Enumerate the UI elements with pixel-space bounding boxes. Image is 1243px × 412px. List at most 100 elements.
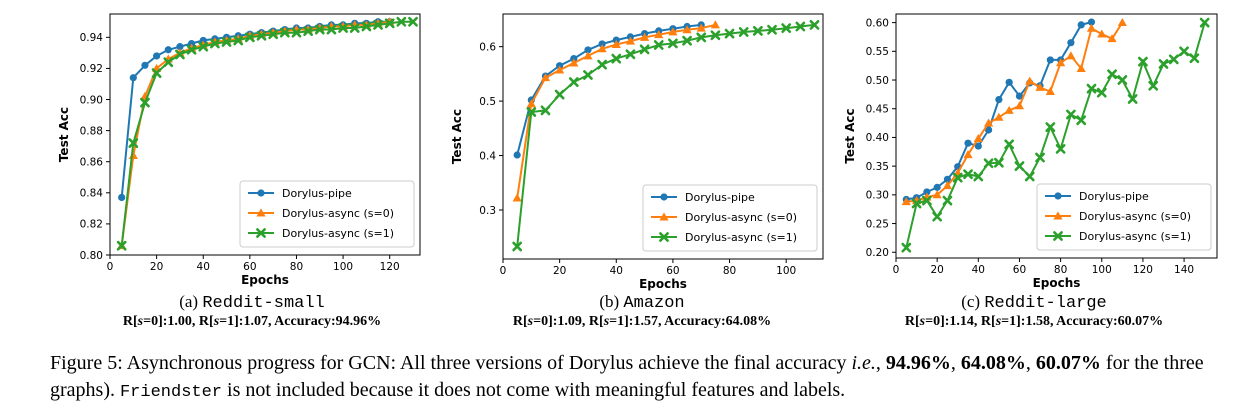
legend-label: Dorylus-async (s=0) [685, 211, 797, 224]
x-marker-stroke [597, 59, 608, 70]
chart-a: 0 20 40 60 80 100 120 0.80 0.82 0.84 0.86 0.88 0.90 0… [57, 13, 421, 287]
data-point [1199, 17, 1210, 28]
x-marker-stroke [1066, 109, 1076, 120]
data-point [175, 49, 185, 60]
data-point [153, 52, 161, 60]
data-point [963, 150, 973, 159]
data-point [1107, 69, 1117, 80]
x-tick-label: 80 [290, 261, 303, 273]
x-axis-label: Epochs [1033, 276, 1081, 290]
data-point [583, 51, 593, 60]
x-marker-stroke [1158, 59, 1169, 69]
data-point [668, 38, 678, 49]
data-point [639, 44, 650, 55]
x-tick-label: 100 [1092, 264, 1112, 276]
x-marker-stroke [710, 30, 721, 41]
data-point [995, 95, 1003, 104]
data-point [597, 59, 608, 70]
data-point [540, 73, 551, 82]
data-point [781, 23, 792, 34]
panel-a-title: (a) Reddit-small [179, 292, 325, 313]
x-marker-stroke [1138, 56, 1148, 67]
data-point [964, 139, 972, 147]
x-tick-label: 0 [893, 264, 900, 276]
x-marker-stroke [583, 70, 593, 80]
x-marker-stroke [1045, 122, 1056, 133]
data-point [140, 97, 150, 108]
x-marker-stroke [1199, 17, 1210, 28]
y-tick-label: 0.55 [866, 46, 889, 58]
data-point [1087, 18, 1096, 26]
x-marker-stroke [1127, 94, 1138, 104]
x-tick-label: 40 [610, 265, 623, 277]
legend-box [642, 184, 818, 252]
chart-c: 0 20 40 60 80 100 120 140 0.20 0.25 0.30 0.35 0.40 0.… [843, 13, 1218, 290]
x-marker-stroke [809, 19, 820, 30]
x-marker-stroke [1053, 231, 1063, 241]
data-point [911, 198, 922, 209]
x-marker-stroke [512, 241, 523, 252]
series-circle [118, 18, 394, 202]
data-point [923, 188, 931, 196]
x-marker-stroke [361, 21, 372, 32]
data-point [568, 77, 579, 87]
data-point [512, 241, 523, 252]
legend-marker [1053, 231, 1063, 241]
data-point [513, 151, 521, 159]
plot-frame [895, 13, 1218, 259]
data-point [116, 240, 127, 251]
data-point [1179, 46, 1189, 57]
y-tick-label: 0.92 [80, 63, 103, 75]
x-axis-label: Epochs [241, 273, 289, 287]
x-tick-label: 100 [333, 261, 353, 273]
x-tick-label: 120 [380, 261, 400, 273]
panel-a-caption: (a) Reddit-small R[s=0]:1.00, R[s=1]:1.0… [80, 292, 424, 331]
x-marker-stroke [1024, 171, 1035, 182]
panel-a-stats: R[s=0]:1.00, R[s=1]:1.07, Accuracy:94.96… [122, 314, 382, 329]
data-point [1045, 86, 1055, 95]
x-marker-stroke [554, 89, 565, 100]
data-point [625, 49, 636, 60]
y-tick-label: 0.60 [866, 17, 889, 29]
data-point [696, 32, 707, 43]
data-point [164, 46, 172, 54]
x-tick-label: 40 [197, 261, 210, 273]
data-point [983, 158, 994, 169]
panel-c-caption: (c) Reddit-large R[s=0]:1.14, R[s=1]:1.5… [858, 292, 1210, 331]
data-point [1024, 171, 1035, 182]
x-marker-stroke [1148, 80, 1159, 91]
data-point [942, 181, 953, 190]
data-point [933, 183, 941, 191]
y-tick-label: 0.35 [866, 161, 889, 173]
series-line [905, 22, 1206, 248]
x-tick-label: 60 [1013, 264, 1026, 276]
legend-box [1036, 183, 1212, 251]
x-marker-stroke [696, 32, 707, 43]
data-point [396, 16, 407, 27]
data-point [1035, 152, 1045, 163]
data-point [1107, 34, 1117, 43]
x-marker-stroke [291, 27, 302, 38]
data-point [1138, 56, 1148, 67]
data-point [554, 89, 565, 100]
x-marker-stroke [767, 24, 777, 35]
data-point [1015, 92, 1024, 100]
data-point [199, 36, 207, 45]
data-point [973, 171, 984, 182]
data-point [1117, 75, 1128, 85]
x-marker-stroke [983, 158, 994, 169]
data-point [129, 74, 137, 82]
data-point [128, 150, 138, 159]
data-point [1076, 115, 1087, 126]
x-marker-stroke [116, 240, 127, 251]
data-point [303, 26, 314, 37]
x-tick-label: 120 [1133, 264, 1153, 276]
x-marker-stroke [373, 19, 383, 30]
legend-marker [256, 228, 266, 238]
data-point [1148, 80, 1159, 91]
x-marker-stroke [625, 49, 636, 60]
x-marker-stroke [314, 24, 325, 35]
data-point [993, 157, 1004, 168]
legend-marker [1054, 192, 1062, 200]
data-point [710, 20, 720, 29]
